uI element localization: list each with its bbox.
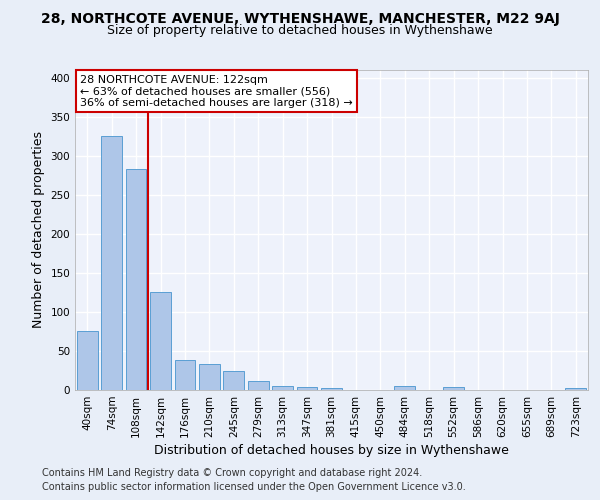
X-axis label: Distribution of detached houses by size in Wythenshawe: Distribution of detached houses by size … bbox=[154, 444, 509, 457]
Bar bbox=[565, 388, 586, 390]
Bar bbox=[296, 387, 317, 390]
Text: Size of property relative to detached houses in Wythenshawe: Size of property relative to detached ho… bbox=[107, 24, 493, 37]
Bar bbox=[125, 169, 146, 390]
Bar bbox=[394, 386, 415, 390]
Bar bbox=[101, 136, 122, 390]
Bar bbox=[248, 380, 269, 390]
Bar bbox=[77, 332, 98, 390]
Bar bbox=[175, 360, 196, 390]
Bar bbox=[199, 364, 220, 390]
Bar bbox=[150, 292, 171, 390]
Text: 28 NORTHCOTE AVENUE: 122sqm
← 63% of detached houses are smaller (556)
36% of se: 28 NORTHCOTE AVENUE: 122sqm ← 63% of det… bbox=[80, 75, 353, 108]
Text: Contains public sector information licensed under the Open Government Licence v3: Contains public sector information licen… bbox=[42, 482, 466, 492]
Text: 28, NORTHCOTE AVENUE, WYTHENSHAWE, MANCHESTER, M22 9AJ: 28, NORTHCOTE AVENUE, WYTHENSHAWE, MANCH… bbox=[41, 12, 559, 26]
Bar bbox=[272, 386, 293, 390]
Text: Contains HM Land Registry data © Crown copyright and database right 2024.: Contains HM Land Registry data © Crown c… bbox=[42, 468, 422, 477]
Bar bbox=[223, 372, 244, 390]
Bar bbox=[321, 388, 342, 390]
Bar bbox=[443, 387, 464, 390]
Y-axis label: Number of detached properties: Number of detached properties bbox=[32, 132, 45, 328]
